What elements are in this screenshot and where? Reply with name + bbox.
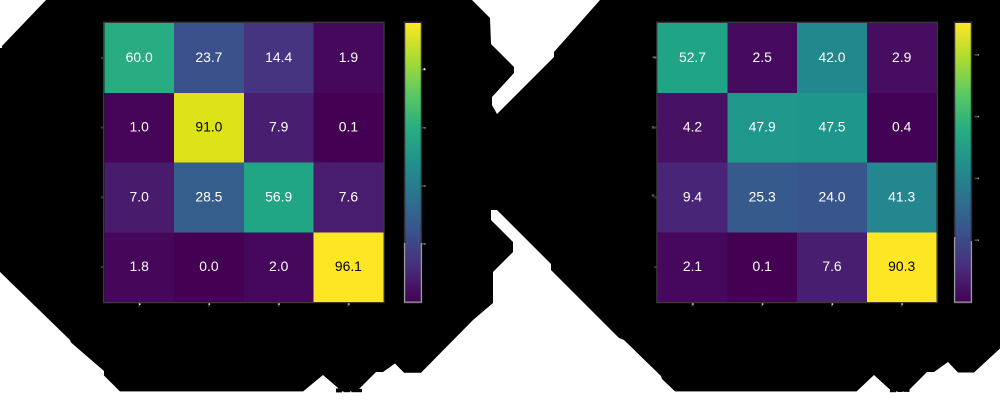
svg-text:7.0: 7.0 <box>130 189 150 205</box>
svg-text:0.0: 0.0 <box>199 258 219 274</box>
svg-text:47.5: 47.5 <box>818 119 845 135</box>
svg-text:2.5: 2.5 <box>753 49 773 65</box>
svg-text:60.0: 60.0 <box>126 49 153 65</box>
svg-text:96.1: 96.1 <box>335 258 362 274</box>
svg-text:9.4: 9.4 <box>683 189 703 205</box>
svg-text:25.3: 25.3 <box>749 189 776 205</box>
svg-text:7.9: 7.9 <box>269 119 289 135</box>
svg-text:0.4: 0.4 <box>892 119 912 135</box>
svg-text:0.1: 0.1 <box>339 119 359 135</box>
svg-text:47.9: 47.9 <box>749 119 776 135</box>
svg-text:1.9: 1.9 <box>339 49 359 65</box>
svg-text:1.0: 1.0 <box>130 119 150 135</box>
svg-text:42.0: 42.0 <box>818 49 845 65</box>
svg-text:1.8: 1.8 <box>130 258 150 274</box>
svg-text:2.0: 2.0 <box>269 258 289 274</box>
svg-text:7.6: 7.6 <box>339 189 359 205</box>
svg-text:2.1: 2.1 <box>683 258 703 274</box>
svg-text:41.3: 41.3 <box>888 189 915 205</box>
svg-text:4.2: 4.2 <box>683 119 703 135</box>
svg-text:7.6: 7.6 <box>822 258 842 274</box>
svg-text:2.9: 2.9 <box>892 49 912 65</box>
svg-text:23.7: 23.7 <box>195 49 222 65</box>
svg-text:28.5: 28.5 <box>195 189 222 205</box>
svg-text:24.0: 24.0 <box>818 189 845 205</box>
svg-text:90.3: 90.3 <box>888 258 915 274</box>
svg-text:0.1: 0.1 <box>753 258 773 274</box>
svg-text:91.0: 91.0 <box>195 119 222 135</box>
svg-text:52.7: 52.7 <box>679 49 706 65</box>
svg-text:14.4: 14.4 <box>265 49 292 65</box>
svg-text:56.9: 56.9 <box>265 189 292 205</box>
